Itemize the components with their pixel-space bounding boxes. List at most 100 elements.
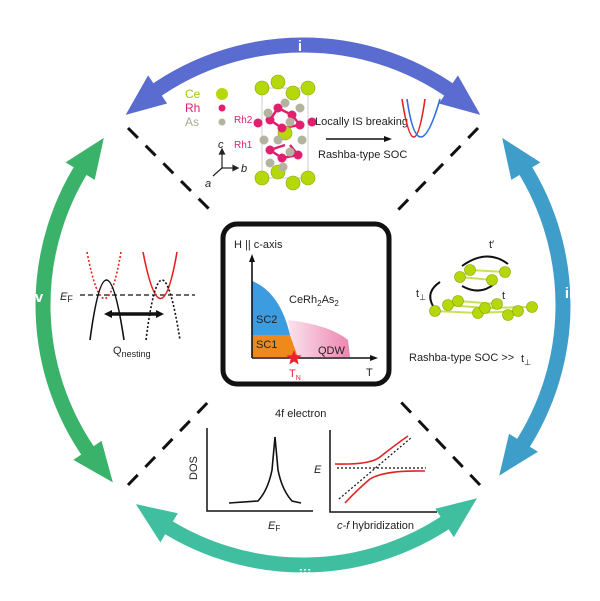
ce-atom (486, 274, 498, 286)
as-atom (280, 98, 290, 108)
dos-xlabel: EF (268, 520, 280, 533)
unit-cell (261, 87, 309, 179)
axis-b-label: b (241, 163, 247, 175)
ce-atom (254, 170, 270, 186)
rh-atom (287, 110, 297, 120)
arc-i (138, 37, 468, 107)
t-prime-label: t′ (489, 239, 494, 251)
chain-bond (457, 300, 498, 305)
nesting-arrowhead-right (156, 310, 164, 318)
ce-atom (300, 80, 316, 96)
rashba-caption-t: t⊥ (521, 353, 531, 367)
ce-atom (452, 295, 464, 307)
ce-atom (454, 271, 466, 283)
left-panel-nesting: EF Qnesting (60, 251, 195, 359)
x-axis-label: T (366, 367, 373, 379)
sc2-region (252, 281, 290, 335)
as-atom (259, 135, 269, 145)
arc-iv (35, 151, 105, 470)
arrowhead-icon (438, 75, 481, 115)
as-atom (295, 103, 305, 113)
ce-atom (429, 305, 441, 317)
upper-hybrid-band (334, 435, 409, 465)
rh-atom (293, 150, 303, 160)
ce-atom (270, 74, 286, 90)
ce-chains (429, 264, 538, 321)
process-arrowhead (384, 136, 392, 142)
arrowhead-icon (73, 440, 113, 483)
hybridization-xlabel: c-f hybridization (337, 520, 414, 532)
arrowhead-icon (499, 433, 538, 476)
top-panel-crystal: Ce Rh As Rh2 Rh1 c b a Locally IS breaki… (185, 74, 441, 191)
band-black-solid (89, 279, 125, 341)
rh-atom (265, 145, 275, 155)
ce-atom (491, 298, 503, 310)
label-ii: ii (565, 285, 573, 302)
arc-iii (149, 506, 464, 573)
legend-as-dot (218, 118, 226, 126)
as-atom (278, 162, 288, 172)
axis-c-label: c (218, 139, 224, 151)
t-perp-label: t⊥ (416, 288, 426, 302)
legend-ce: Ce (185, 87, 201, 101)
compound-label: CeRh2As2 (289, 294, 339, 308)
chain-bond (469, 269, 506, 273)
rh-atom (277, 123, 287, 133)
rh-atom (307, 117, 317, 127)
dos-ylabel: DOS (188, 456, 200, 480)
qdw-region (288, 320, 350, 357)
axes-triad (212, 147, 240, 177)
legend-as: As (185, 115, 199, 129)
legend-rh-dot (218, 104, 226, 112)
arrowhead-icon (135, 504, 178, 543)
band-red-solid (142, 251, 178, 300)
y-axis-arrowhead (249, 254, 255, 262)
arrowhead-icon (502, 137, 541, 180)
q-nesting-label: Qnesting (113, 345, 151, 359)
band-black-dotted (145, 279, 181, 341)
locally-is-breaking-label: Locally IS breaking (315, 116, 408, 128)
rh-atom (265, 115, 275, 125)
rh2-label: Rh2 (234, 115, 253, 126)
rh1-label: Rh1 (234, 140, 253, 151)
ce-atom (479, 302, 491, 314)
ce-atom (285, 175, 301, 191)
axis-a-label: a (205, 178, 211, 190)
arrowhead-icon (125, 75, 168, 115)
label-i: i (298, 38, 302, 55)
qdw-label: QDW (318, 345, 346, 357)
arc-ii (507, 151, 571, 463)
arrowhead-icon (65, 137, 104, 180)
right-panel-hopping: t′ t t⊥ Rashba-type SOC >> t⊥ (409, 239, 538, 367)
nesting-arrowhead-left (104, 310, 112, 318)
rashba-caption: Rashba-type SOC >> (409, 352, 514, 364)
tn-star-icon (286, 350, 302, 365)
band-red-dotted (86, 251, 122, 300)
ce-atom (442, 299, 454, 311)
as-atom (265, 158, 275, 168)
tn-label: TN (289, 368, 301, 382)
x-axis-arrowhead (370, 355, 378, 361)
as-atom (285, 147, 295, 157)
label-iii: iii (299, 567, 312, 584)
ce-atom (499, 266, 511, 278)
rh-atom (273, 103, 283, 113)
ef-label: EF (60, 291, 73, 304)
label-iv: iv (31, 289, 44, 306)
chain-bond (434, 310, 479, 314)
ce-atom (512, 305, 524, 317)
rh-atom (277, 153, 287, 163)
dashed-line-top-left (126, 126, 217, 217)
ce-atom (526, 301, 538, 313)
arrowhead-icon (435, 498, 477, 538)
dashed-connectors (126, 126, 482, 487)
y-axis-label: H || c-axis (234, 239, 283, 251)
ce-atom (254, 80, 270, 96)
rashba-band-blue (406, 98, 441, 138)
t-label: t (502, 290, 505, 302)
sc2-label: SC2 (256, 314, 277, 326)
rashba-band-red (401, 98, 426, 138)
dos-axes (206, 428, 313, 512)
as-atom (297, 135, 307, 145)
